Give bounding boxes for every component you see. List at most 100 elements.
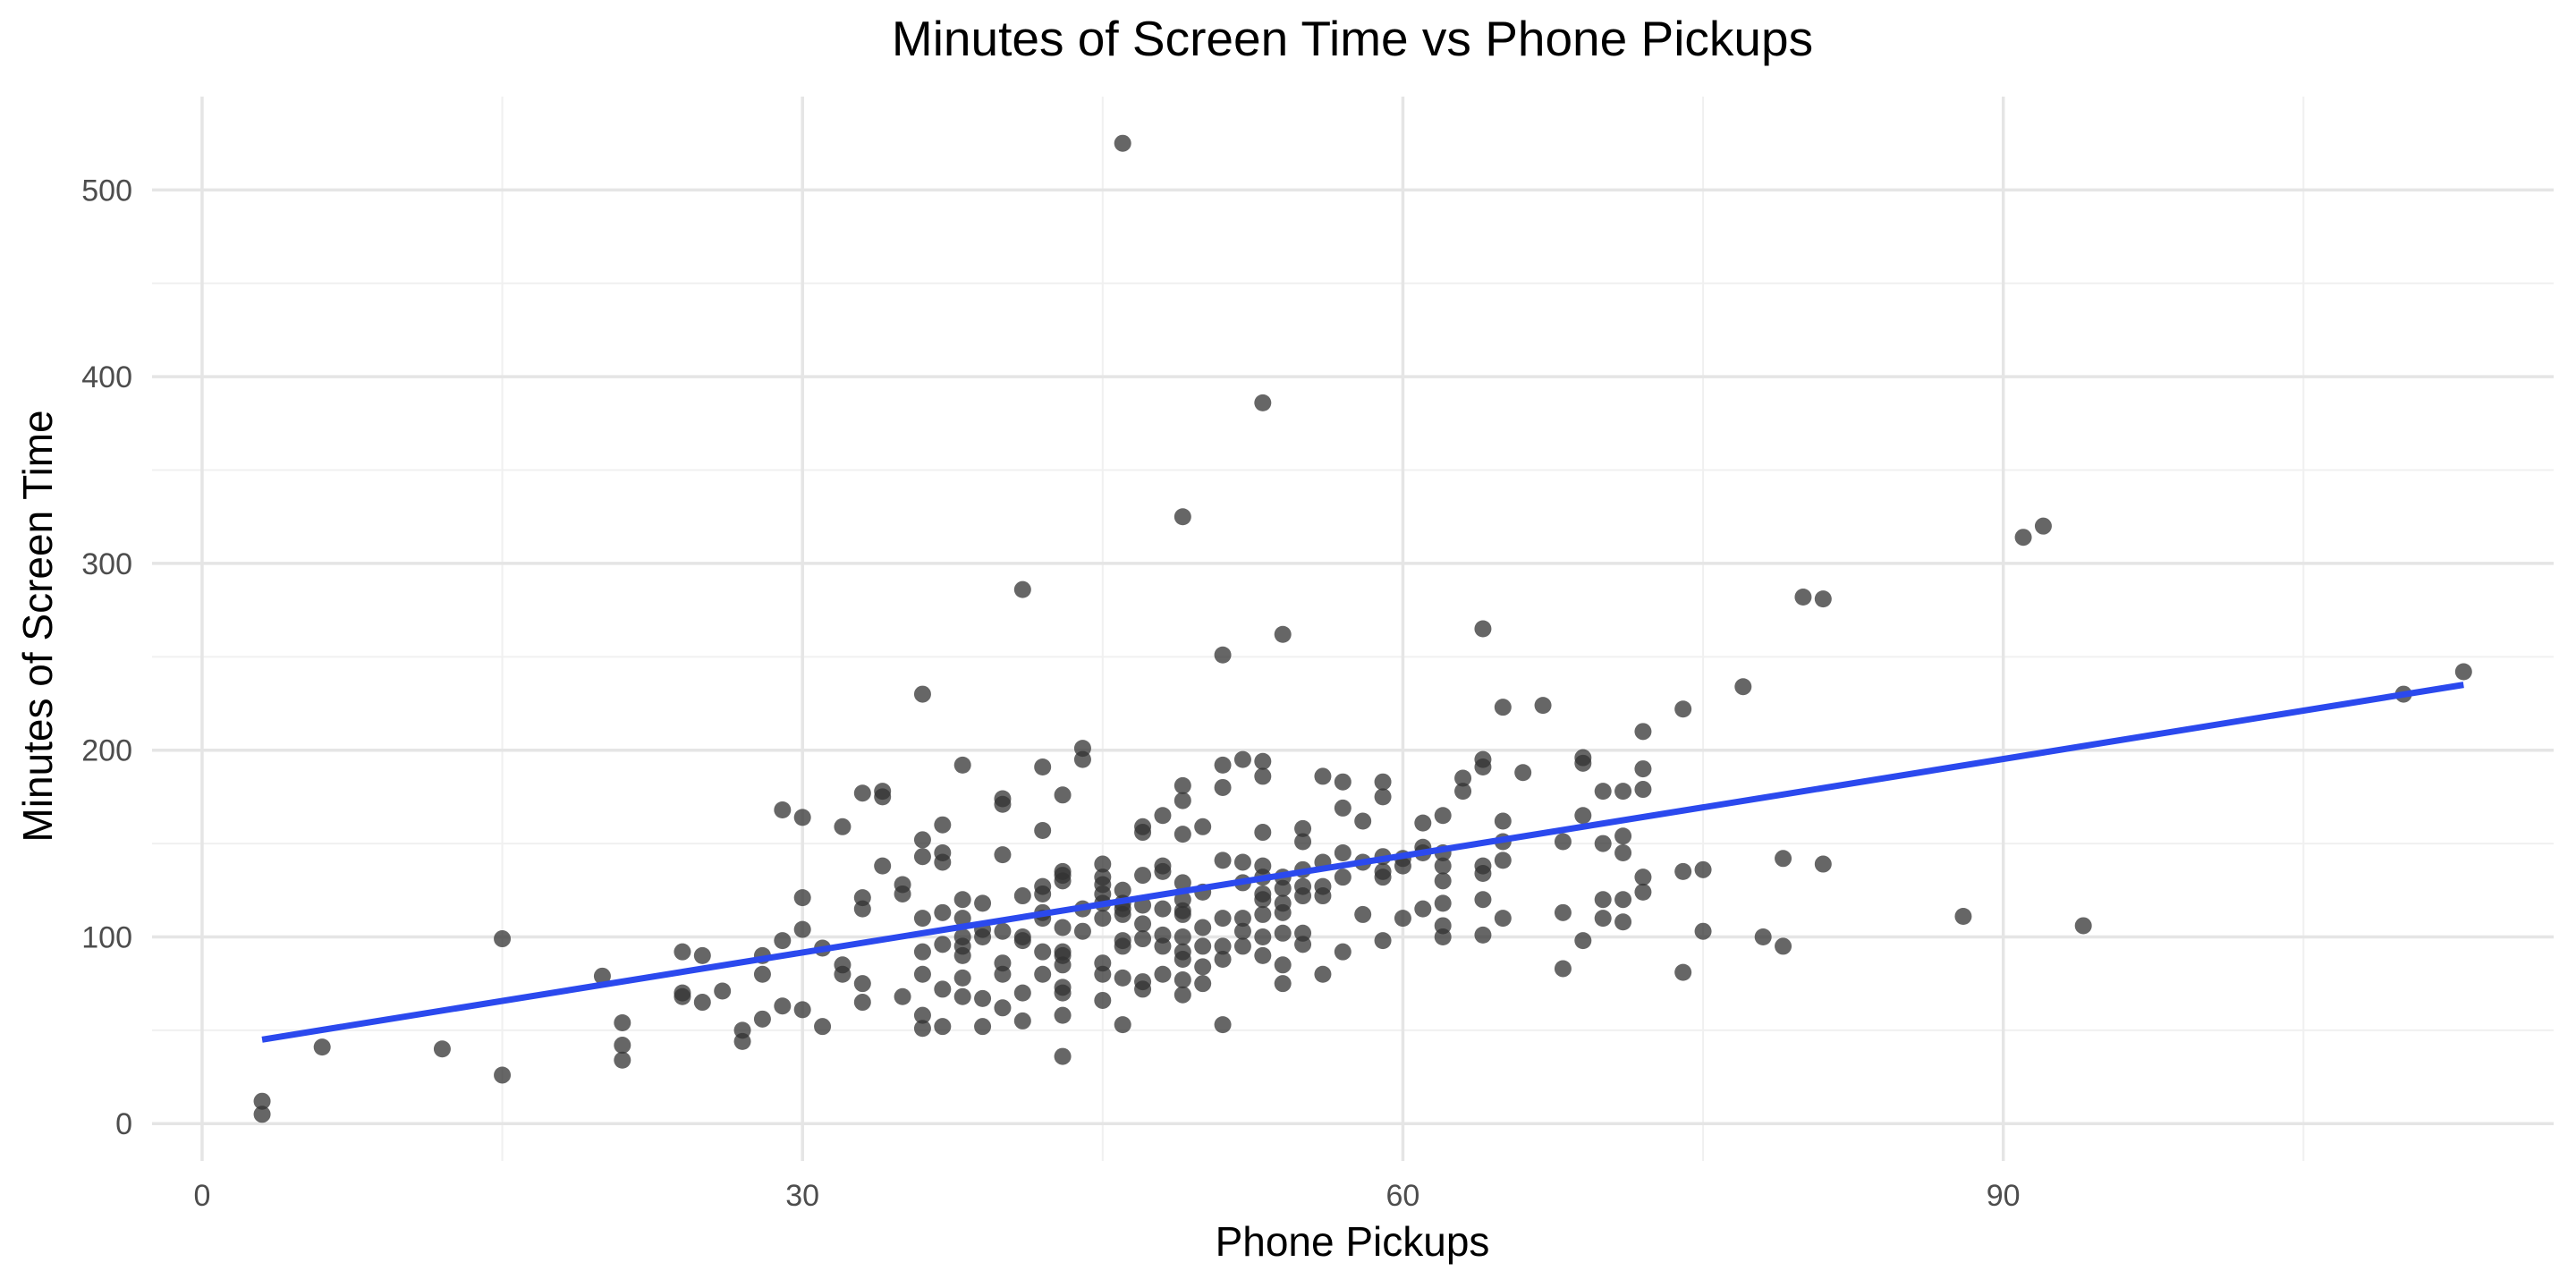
data-point [974, 1018, 992, 1036]
data-point [1414, 814, 1432, 832]
data-point [1254, 885, 1272, 902]
data-point [1073, 740, 1091, 758]
data-point [1614, 891, 1632, 909]
data-point [994, 790, 1012, 808]
data-point [1034, 965, 1052, 983]
data-point [1174, 928, 1191, 945]
data-point [1634, 723, 1652, 741]
data-point [1114, 881, 1131, 899]
data-point [1174, 986, 1191, 1004]
data-point [1233, 937, 1251, 955]
data-point [1094, 991, 1112, 1009]
data-point [1174, 970, 1191, 988]
data-point [674, 984, 691, 1002]
y-tick-label: 300 [81, 547, 132, 581]
data-point [894, 987, 911, 1005]
data-point [774, 932, 792, 950]
data-points [253, 134, 2472, 1123]
data-point [693, 994, 711, 1012]
data-point [913, 848, 931, 866]
data-point [753, 1010, 771, 1028]
data-point [874, 857, 892, 875]
data-point [1634, 760, 1652, 778]
data-point [1094, 910, 1112, 928]
data-point [1594, 910, 1612, 928]
data-point [1274, 924, 1292, 942]
data-point [1254, 857, 1272, 875]
data-point [1454, 783, 1472, 801]
data-point [1034, 821, 1052, 839]
data-point [1554, 903, 1572, 921]
data-point [1534, 697, 1552, 715]
data-point [1674, 862, 1692, 880]
data-point [1434, 807, 1452, 825]
data-point [994, 954, 1012, 972]
data-point [1134, 973, 1152, 991]
x-tick-label: 60 [1386, 1179, 1420, 1213]
data-point [1214, 951, 1232, 969]
data-point [1094, 954, 1112, 972]
data-point [1314, 965, 1332, 983]
data-point [1614, 783, 1632, 801]
data-point [1775, 850, 1792, 868]
data-point [1554, 833, 1572, 851]
data-point [1474, 926, 1492, 944]
data-point [433, 1040, 451, 1058]
data-point [1374, 932, 1392, 950]
data-point [814, 1018, 832, 1036]
data-point [913, 831, 931, 849]
data-point [1434, 894, 1452, 912]
data-point [1474, 891, 1492, 909]
y-tick-label: 500 [81, 174, 132, 208]
data-point [1274, 975, 1292, 993]
data-point [1334, 844, 1352, 862]
data-point [1233, 922, 1251, 940]
data-point [1694, 860, 1712, 878]
data-point [1233, 853, 1251, 871]
data-point [1374, 788, 1392, 806]
data-point [913, 965, 931, 983]
data-point [1374, 862, 1392, 880]
x-axis-ticks: 0 30 60 90 [193, 1179, 2020, 1213]
data-point [953, 928, 971, 945]
data-point [1814, 590, 1832, 608]
data-point [1394, 910, 1411, 928]
data-point [1674, 963, 1692, 981]
trend-line [261, 682, 2464, 1043]
data-point [1294, 877, 1312, 895]
data-point [793, 889, 811, 907]
data-point [1114, 134, 1131, 152]
data-point [1514, 764, 1532, 782]
data-point [894, 876, 911, 894]
y-tick-label: 200 [81, 734, 132, 768]
data-point [974, 989, 992, 1007]
data-point [1574, 807, 1592, 825]
data-point [913, 685, 931, 703]
data-point [1194, 919, 1212, 936]
data-point [1194, 818, 1212, 835]
data-point [934, 816, 952, 834]
data-point [1054, 979, 1072, 996]
data-point [1134, 915, 1152, 933]
data-point [1594, 783, 1612, 801]
data-point [1254, 928, 1272, 945]
data-point [1775, 937, 1792, 955]
data-point [1254, 752, 1272, 770]
data-point [753, 965, 771, 983]
data-point [1174, 508, 1191, 526]
data-point [913, 943, 931, 961]
data-point [253, 1106, 271, 1123]
data-point [1194, 937, 1212, 955]
data-point [733, 1021, 751, 1039]
data-point [1374, 773, 1392, 791]
data-point [1054, 943, 1072, 961]
data-point [1294, 833, 1312, 851]
data-point [313, 1038, 331, 1056]
data-point [1594, 891, 1612, 909]
data-point [1214, 646, 1232, 664]
x-tick-label: 90 [1987, 1179, 2021, 1213]
data-point [1233, 910, 1251, 928]
data-point [1274, 625, 1292, 643]
data-point [1794, 589, 1812, 606]
data-point [774, 801, 792, 819]
